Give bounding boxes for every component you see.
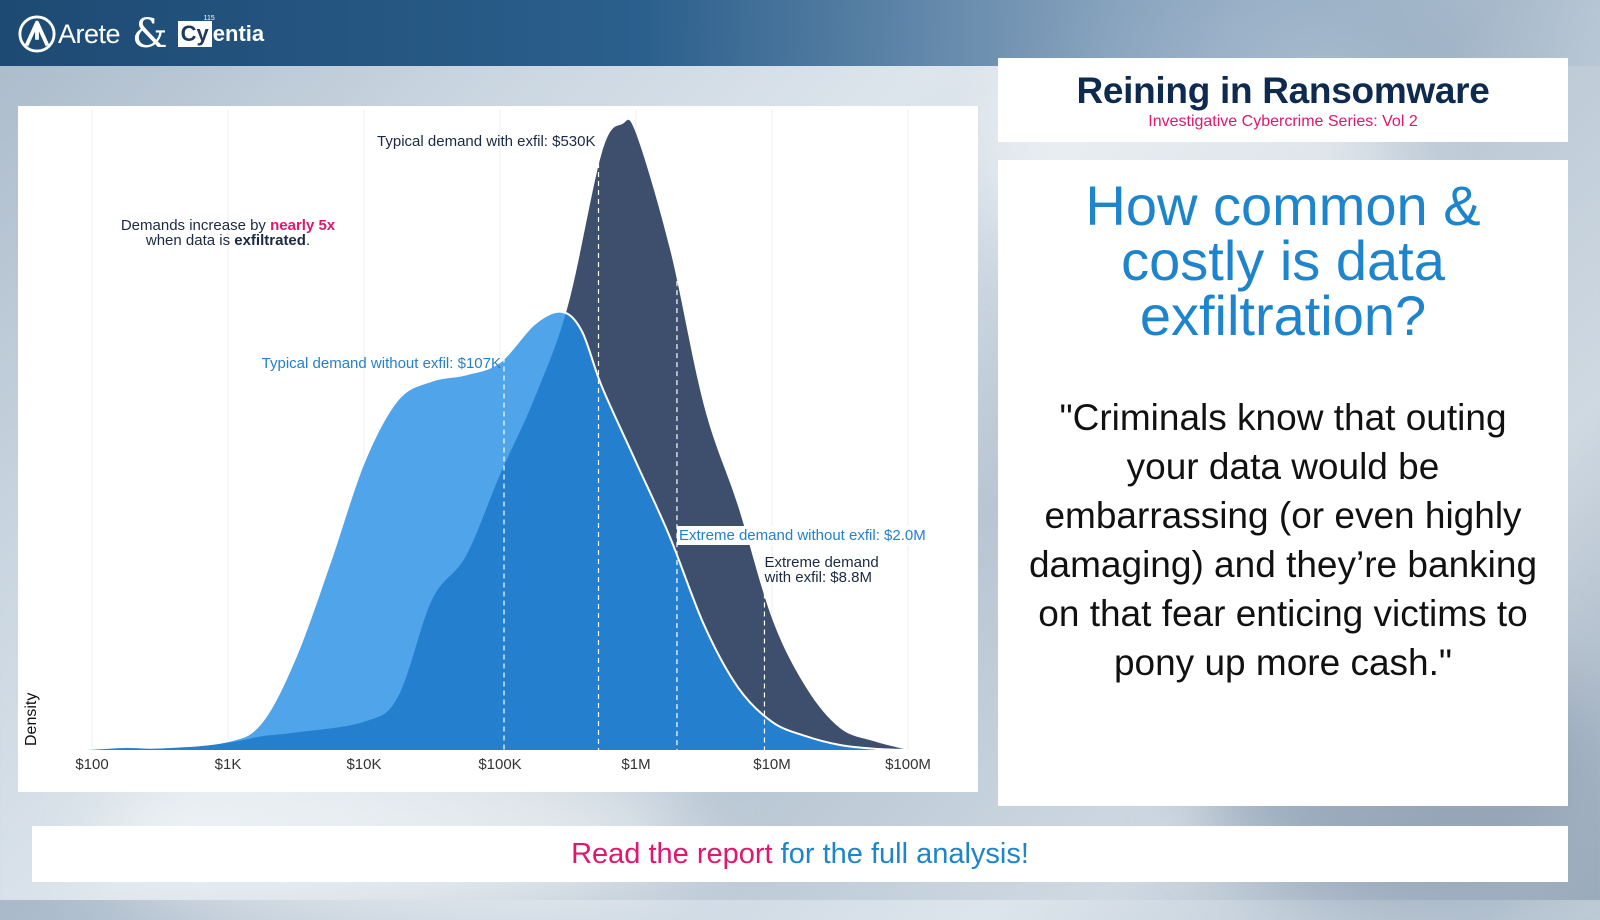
x-tick-label: $100 bbox=[75, 756, 108, 773]
annotation-line-1: Demands increase by nearly 5x bbox=[121, 217, 336, 234]
top-bar: Arete & Cy 115 entia bbox=[0, 0, 1600, 66]
reference-label: Extreme demand bbox=[764, 554, 878, 571]
pull-quote: "Criminals know that outing your data wo… bbox=[1028, 397, 1538, 683]
annotation-suffix: . bbox=[306, 232, 310, 249]
partner-logos: Arete & Cy 115 entia bbox=[18, 14, 264, 54]
title-card: Reining in Ransomware Investigative Cybe… bbox=[998, 58, 1568, 142]
reference-label: with exfil: $8.8M bbox=[763, 569, 872, 586]
area-with-exfil bbox=[51, 119, 909, 751]
x-tick-label: $10K bbox=[346, 756, 381, 773]
reference-label: Typical demand without exfil: $107K bbox=[262, 355, 501, 372]
cyentia-logo-sup: 115 bbox=[203, 15, 215, 22]
reference-lines: Typical demand without exfil: $107K Typic… bbox=[262, 133, 959, 750]
arete-logo-text: Arete bbox=[58, 18, 121, 49]
footer-cta: Read the report for the full analysis! bbox=[32, 826, 1568, 882]
cyentia-logo-text: entia bbox=[212, 21, 265, 46]
arete-logo-icon bbox=[18, 15, 56, 53]
report-title: Reining in Ransomware bbox=[1076, 70, 1490, 111]
ampersand: & bbox=[132, 11, 168, 57]
cyentia-logo-box: Cy 115 bbox=[177, 15, 215, 47]
report-link[interactable]: Read the report bbox=[571, 838, 773, 870]
y-axis-label: Density bbox=[23, 693, 40, 746]
report-subtitle: Investigative Cybercrime Series: Vol 2 bbox=[1148, 113, 1418, 130]
x-tick-label: $100K bbox=[478, 756, 521, 773]
annotation-prefix-1: Demands increase by bbox=[121, 217, 270, 234]
footer-text: for the full analysis! bbox=[772, 838, 1029, 870]
reference-label: Typical demand with exfil: $530K bbox=[377, 133, 595, 150]
annotation-bold: exfiltrated bbox=[234, 232, 306, 249]
x-tick-label: $1M bbox=[621, 756, 650, 773]
density-chart: Typical demand without exfil: $107K Typic… bbox=[23, 110, 959, 773]
x-tick-label: $10M bbox=[753, 756, 791, 773]
annotation-line-2: when data is exfiltrated. bbox=[145, 232, 310, 249]
cyentia-logo-box-text: Cy bbox=[180, 21, 209, 46]
headline-question: How common & costly is data exfiltration… bbox=[1085, 174, 1481, 347]
x-axis-ticks: $100 $1K $10K $100K $1M $10M $100M bbox=[75, 756, 931, 773]
area-overlap bbox=[51, 311, 909, 750]
density-chart-card: Typical demand without exfil: $107K Typic… bbox=[18, 106, 978, 792]
outline-without-exfil bbox=[51, 310, 909, 751]
quote-card: How common & costly is data exfiltration… bbox=[998, 160, 1568, 806]
x-tick-label: $1K bbox=[215, 756, 242, 773]
annotation-prefix-2: when data is bbox=[145, 232, 234, 249]
x-tick-label: $100M bbox=[885, 756, 931, 773]
annotation-highlight: nearly 5x bbox=[270, 217, 336, 234]
reference-label: Extreme demand without exfil: $2.0M bbox=[679, 527, 926, 544]
reference-label-bg bbox=[676, 526, 959, 545]
